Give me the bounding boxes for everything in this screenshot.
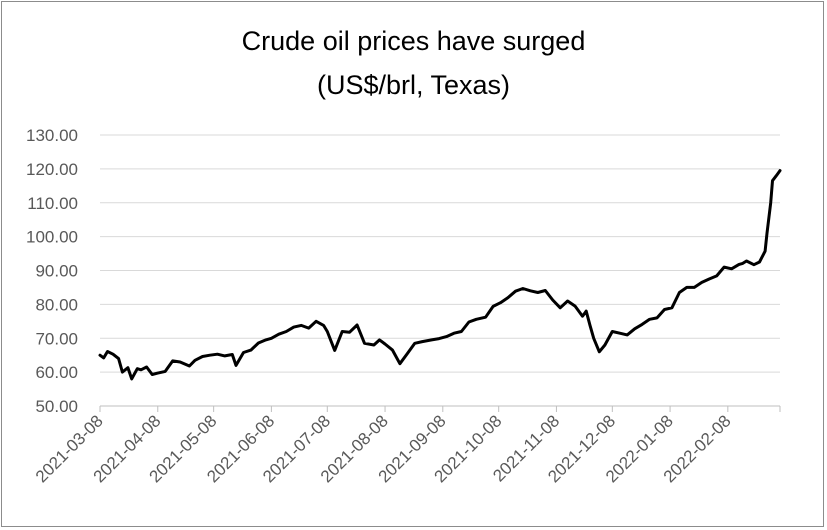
y-axis: 50.00 60.00 70.00 80.00 90.00 100.00 110.00 120…	[26, 126, 78, 416]
y-tick-label: 70.00	[35, 329, 78, 348]
y-tick-label: 90.00	[35, 262, 78, 281]
y-tick-label: 130.00	[26, 126, 78, 145]
y-tick-label: 60.00	[35, 363, 78, 382]
y-tick-label: 80.00	[35, 295, 78, 314]
chart-title: Crude oil prices have surged	[241, 26, 586, 56]
y-tick-label: 50.00	[35, 397, 78, 416]
y-tick-label: 120.00	[26, 160, 78, 179]
gridlines	[100, 134, 780, 373]
x-axis: 2021-03-082021-04-082021-05-082021-06-08…	[32, 405, 781, 486]
series-line	[98, 169, 782, 381]
plot-series	[98, 169, 782, 381]
chart-subtitle: (US$/brl, Texas)	[316, 70, 511, 100]
y-tick-label: 100.00	[26, 228, 78, 247]
y-tick-label: 110.00	[27, 194, 78, 213]
